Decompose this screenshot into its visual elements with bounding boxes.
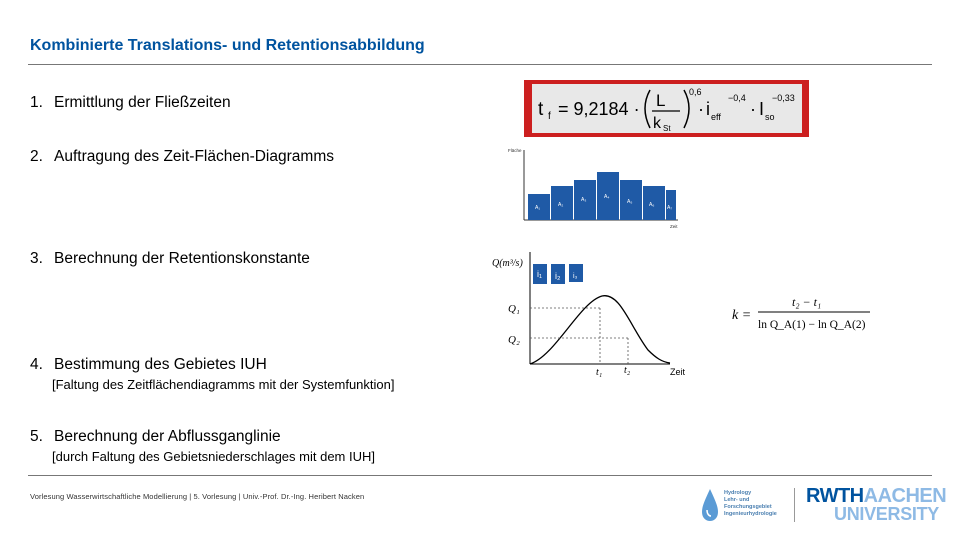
- step-number: 2.: [30, 148, 43, 165]
- formula-i: i: [706, 99, 710, 119]
- step-text: Berechnung der Abflussganglinie: [54, 428, 281, 445]
- footer-divider: [28, 475, 932, 476]
- step-2: 2. Auftragung des Zeit-Flächen-Diagramms: [30, 148, 334, 166]
- dot-2: ·: [750, 99, 756, 119]
- left-paren: [644, 89, 651, 129]
- k-numerator: t₂ − t₁: [792, 295, 821, 309]
- t2-label: t₂: [624, 365, 631, 376]
- rwth-logo-university: UNIVERSITY: [834, 504, 940, 524]
- rain-label-3: i₃: [573, 273, 578, 280]
- formula-coefficient: = 9,2184 ·: [558, 99, 640, 119]
- right-paren: [683, 89, 690, 129]
- step-number: 1.: [30, 94, 43, 111]
- t1-label: t₁: [596, 367, 602, 378]
- iuh-hydrograph: Q(m³/s) i₁ i₂ i₃ Q₁ Q₂ t₁ t₂ Zeit: [492, 252, 686, 378]
- formula-I: I: [759, 99, 764, 119]
- formula-numerator: L: [656, 91, 665, 110]
- bar-label-a2: A₂: [558, 202, 563, 208]
- step-5-subtext: [durch Faltung des Gebietsniederschlages…: [52, 449, 375, 464]
- formula-i-sub: eff: [711, 112, 721, 122]
- step-number: 4.: [30, 356, 43, 373]
- step-5: 5. Berechnung der Abflussganglinie: [30, 428, 281, 446]
- time-area-diagram: Fläche Zeit A₁ A₂ A₃ A₄ A₅ A₆ A₇: [508, 148, 678, 229]
- exponent-3: −0,33: [772, 93, 795, 103]
- hydro-line-1: Hydrology: [724, 490, 752, 496]
- footer-text: Vorlesung Wasserwirtschaftliche Modellie…: [30, 492, 365, 501]
- logo-divider: [794, 488, 795, 522]
- x-axis-label: Zeit: [670, 224, 678, 229]
- title-divider: [28, 64, 932, 65]
- rain-label-2: i₂: [555, 271, 561, 281]
- q1-label: Q₁: [508, 303, 520, 315]
- flow-time-formula: t f = 9,2184 · L k St 0,6 · i eff −0,4 ·…: [524, 80, 809, 137]
- formula-denominator-sub: St: [663, 124, 671, 133]
- step-text: Bestimmung des Gebietes IUH: [54, 356, 267, 373]
- step-number: 3.: [30, 250, 43, 267]
- exponent-2: −0,4: [728, 93, 746, 103]
- step-text: Ermittlung der Fließzeiten: [54, 94, 231, 111]
- step-text: Auftragung des Zeit-Flächen-Diagramms: [54, 148, 334, 165]
- rwth-logo-rwth: RWTH: [806, 485, 864, 507]
- bar-label-a1: A₁: [535, 205, 540, 211]
- step-text: Berechnung der Retentionskonstante: [54, 250, 310, 267]
- formula-background: t f = 9,2184 · L k St 0,6 · i eff −0,4 ·…: [532, 84, 802, 133]
- exponent-1: 0,6: [689, 87, 702, 97]
- bar-label-a7: A₇: [667, 205, 672, 211]
- step-number: 5.: [30, 428, 43, 445]
- formula-tf-svg: t f = 9,2184 · L k St 0,6 · i eff −0,4 ·…: [538, 87, 795, 133]
- formula-lhs-sub: f: [548, 111, 551, 122]
- k-denominator: ln Q_A(1) − ln Q_A(2): [758, 319, 866, 331]
- bar-a7: [666, 190, 676, 220]
- hydro-line-3: Forschungsgebiet: [724, 504, 772, 510]
- drop-highlight: [706, 509, 712, 517]
- bar-a2: [551, 186, 573, 220]
- bar-a4: [597, 172, 619, 220]
- dot-1: ·: [698, 99, 704, 119]
- step-3: 3. Berechnung der Retentionskonstante: [30, 250, 310, 268]
- bar-a6: [643, 186, 665, 220]
- rwth-logo-line-1: RWTHAACHEN: [806, 485, 947, 507]
- rain-label-1: i₁: [537, 269, 542, 279]
- q2-label: Q₂: [508, 334, 520, 346]
- bar-label-a6: A₆: [649, 202, 654, 208]
- formula-I-sub: so: [765, 112, 775, 122]
- hydrology-logo-text: Hydrology Lehr- und Forschungsgebiet Ing…: [724, 490, 777, 518]
- bar-a5: [620, 180, 642, 220]
- bar-a3: [574, 180, 596, 220]
- bar-a1: [528, 194, 550, 220]
- time-axis-label: Zeit: [670, 367, 686, 377]
- iuh-curve: [529, 295, 671, 365]
- rwth-logo-aachen: AACHEN: [863, 485, 947, 507]
- step-4-subtext: [Faltung des Zeitflächendiagramms mit de…: [52, 377, 395, 392]
- rwth-logo: RWTHAACHEN UNIVERSITY: [806, 485, 947, 524]
- page-title: Kombinierte Translations- und Retentions…: [30, 37, 425, 54]
- q-axis-label: Q(m³/s): [492, 258, 523, 269]
- bar-label-a4: A₄: [604, 194, 609, 200]
- hydro-line-4: Ingenieurhydrologie: [724, 511, 777, 517]
- retention-constant-formula: k = t₂ − t₁ ln Q_A(1) − ln Q_A(2): [732, 295, 870, 331]
- step-1: 1. Ermittlung der Fließzeiten: [30, 94, 231, 112]
- hydro-line-2: Lehr- und: [724, 497, 750, 503]
- k-lhs: k =: [732, 308, 751, 323]
- formula-denominator: k: [653, 115, 662, 132]
- water-drop-icon: [702, 489, 718, 521]
- rain-bar-3: [569, 264, 583, 282]
- drop-shape: [702, 489, 718, 521]
- bar-label-a3: A₃: [581, 197, 586, 203]
- y-axis-label: Fläche: [508, 148, 522, 153]
- bar-label-a5: A₅: [627, 199, 632, 205]
- step-4: 4. Bestimmung des Gebietes IUH: [30, 356, 267, 374]
- formula-lhs: t: [538, 99, 544, 120]
- rain-bar-2: [551, 264, 565, 284]
- rain-bar-1: [533, 264, 547, 284]
